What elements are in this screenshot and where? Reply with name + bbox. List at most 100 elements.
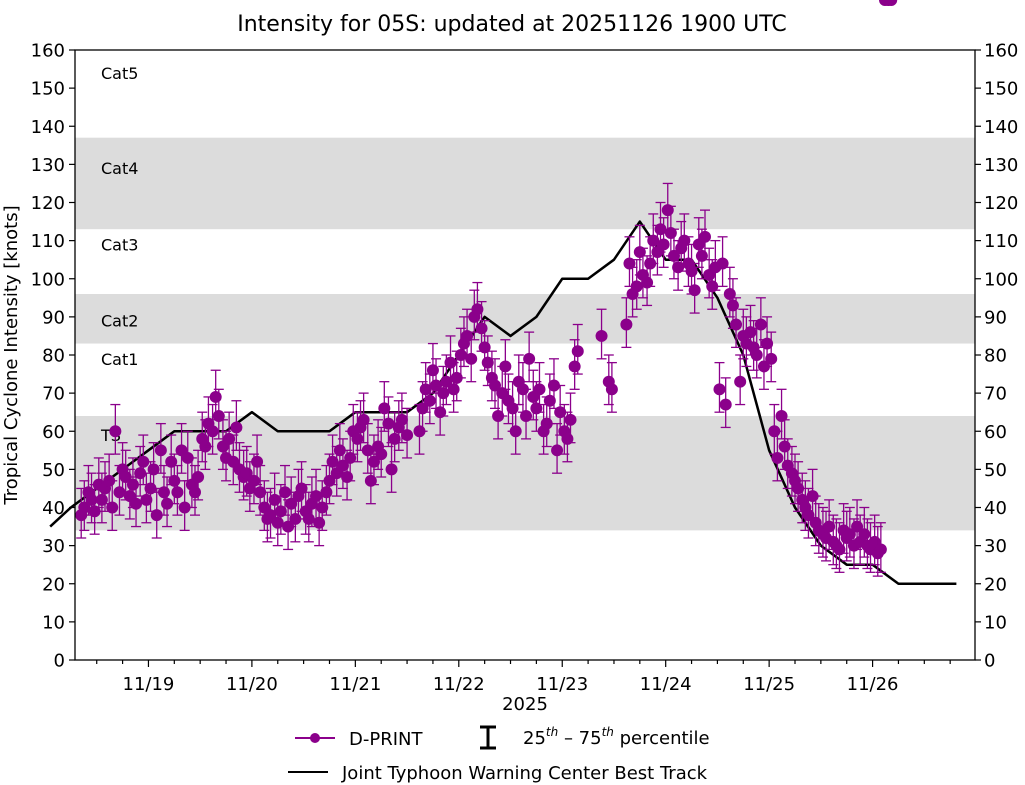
dprint-point — [750, 327, 763, 379]
dprint-point — [357, 392, 370, 444]
dprint-marker — [833, 543, 846, 556]
dprint-point — [106, 480, 119, 532]
dprint-marker — [209, 390, 222, 403]
y-tick-label-right: 60 — [984, 422, 1007, 443]
dprint-marker — [471, 303, 484, 316]
y-tick-label-left: 40 — [42, 498, 65, 519]
y-tick-label-right: 30 — [984, 536, 1007, 557]
y-tick-label-left: 120 — [31, 193, 65, 214]
dprint-marker — [88, 505, 101, 518]
dprint-marker — [571, 345, 584, 358]
x-axis: 11/19 11/20 11/21 11/22 11/23 11/24 11/25 11/26 — [96, 660, 951, 695]
dprint-marker — [858, 528, 871, 541]
y-tick-label-right: 110 — [984, 231, 1018, 252]
x-tick-label: 11/24 — [640, 674, 692, 695]
band-cat4 — [75, 137, 975, 230]
y-tick-label-right: 70 — [984, 384, 1007, 405]
legend-item-percentile: 25th – 75th percentile — [480, 725, 710, 750]
y-tick-label-left: 60 — [42, 422, 65, 443]
dprint-point — [775, 388, 788, 440]
dprint-marker — [792, 482, 805, 495]
dprint-marker — [375, 448, 388, 461]
dprint-marker — [178, 501, 191, 514]
dprint-point — [461, 308, 474, 360]
legend: D-PRINT 25th – 75th percentile Joint Typ… — [288, 725, 710, 784]
y-tick-label-left: 50 — [42, 460, 65, 481]
dprint-point — [520, 388, 533, 440]
dprint-marker — [161, 497, 174, 510]
dprint-point — [489, 358, 501, 410]
y-axis-label: Tropical Cyclone Intensity [knots] — [1, 205, 22, 505]
dprint-marker — [440, 375, 453, 388]
dprint-marker — [726, 299, 739, 312]
dprint-point — [401, 407, 414, 459]
dprint-marker — [605, 383, 618, 396]
dprint-marker — [761, 337, 774, 350]
dprint-point — [551, 422, 564, 474]
dprint-marker — [212, 410, 225, 422]
dprint-marker — [419, 383, 432, 396]
y-tick-label-right: 130 — [984, 155, 1018, 176]
y-axis-left: 0 10 20 30 40 50 60 70 80 90 100 110 120 130 140 150 160 — [31, 41, 75, 672]
y-tick-label-left: 80 — [42, 346, 65, 367]
dprint-marker — [316, 501, 329, 514]
dprint-point — [734, 354, 747, 406]
dprint-marker — [823, 520, 836, 533]
dprint-point — [140, 472, 153, 524]
category-bands — [75, 137, 975, 531]
dprint-point — [361, 422, 374, 474]
dprint-point — [279, 464, 291, 516]
dprint-marker — [367, 455, 380, 468]
chart-title: Intensity for 05S: updated at 20251126 1… — [237, 12, 787, 37]
legend-dprint-label: D-PRINT — [349, 729, 423, 750]
dprint-marker — [126, 478, 139, 491]
dprint-point — [547, 358, 560, 410]
legend-pct-mid: – 75 — [558, 728, 601, 749]
dprint-point — [109, 403, 122, 455]
x-tick-label: 11/22 — [433, 674, 485, 695]
y-tick-label-left: 160 — [31, 41, 65, 62]
dprint-marker — [423, 394, 436, 407]
dprint-point — [595, 308, 608, 360]
dprint-marker — [254, 486, 267, 499]
dprint-marker — [623, 257, 636, 270]
dprint-marker — [388, 432, 401, 445]
y-tick-label-left: 10 — [42, 612, 65, 633]
dprint-point — [623, 236, 636, 288]
legend-errorbar-icon — [480, 725, 496, 750]
dprint-marker — [357, 413, 370, 426]
y-tick-label-right: 0 — [984, 651, 995, 672]
y-tick-label-right: 80 — [984, 346, 1007, 367]
y-tick-label-right: 100 — [984, 269, 1018, 290]
x-tick-label: 11/20 — [226, 674, 278, 695]
dprint-marker — [499, 360, 512, 373]
dprint-point — [192, 449, 205, 501]
dprint-marker — [699, 230, 711, 243]
dprint-marker — [465, 352, 478, 365]
dprint-marker — [154, 444, 167, 457]
dprint-marker — [326, 455, 339, 468]
dprint-point — [344, 430, 357, 482]
dprint-marker — [344, 451, 357, 464]
dprint-marker — [775, 410, 788, 422]
best-track-line — [49, 220, 957, 585]
dprint-point — [657, 217, 670, 268]
dprint-marker — [716, 257, 729, 270]
y-axis-right: 0 10 20 30 40 50 60 70 80 90 100 110 120 130 140 150 160 — [975, 41, 1018, 672]
dprint-marker — [620, 318, 633, 331]
dprint-marker — [437, 387, 450, 400]
dprint-marker — [168, 474, 181, 487]
dprint-point — [730, 297, 743, 349]
legend-besttrack-label: Joint Typhoon Warning Center Best Track — [341, 763, 708, 784]
dprint-point — [119, 449, 132, 501]
dprint-marker — [130, 497, 143, 510]
legend-pct-tail: percentile — [614, 728, 710, 749]
dprint-marker — [647, 234, 660, 247]
band-cat2 — [75, 294, 975, 344]
dprint-marker — [157, 486, 170, 499]
dprint-point — [367, 434, 380, 486]
legend-pct-sup1: th — [546, 725, 558, 739]
y-tick-label-left: 20 — [42, 574, 65, 595]
legend-dprint-marker — [310, 733, 320, 743]
dprint-marker — [771, 451, 784, 464]
